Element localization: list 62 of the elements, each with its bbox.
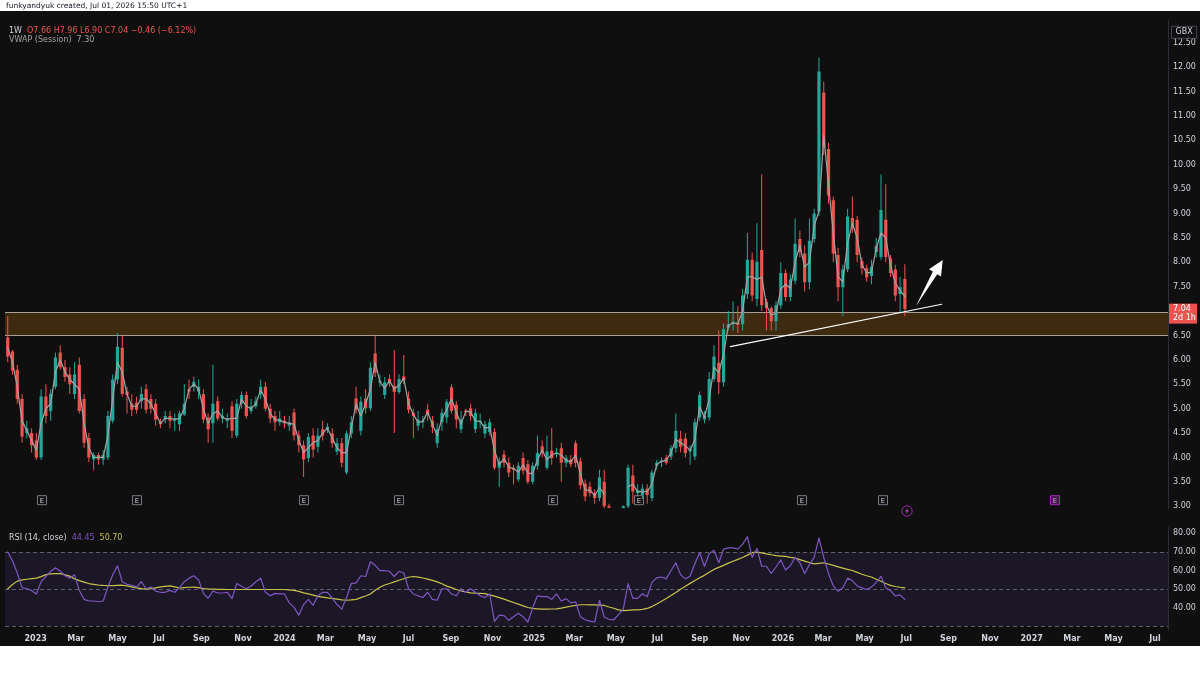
y-tick-label: 50.00 [1173, 584, 1196, 594]
y-tick-label: 11.00 [1173, 111, 1196, 121]
x-tick-label: Mar [814, 633, 832, 643]
y-tick-label: 11.50 [1173, 86, 1196, 96]
x-tick-label: May [1104, 633, 1124, 643]
y-tick-label: 80.00 [1173, 528, 1196, 538]
x-tick-label: Sep [442, 633, 460, 643]
y-tick-label: 12.00 [1173, 62, 1196, 72]
x-tick-label: May [606, 633, 626, 643]
x-tick-label: 2026 [771, 633, 795, 643]
x-tick-label: 2027 [1020, 633, 1043, 643]
x-tick-label: 2025 [522, 633, 546, 643]
x-tick-label: 2023 [24, 633, 47, 643]
annotation: 44.45 [71, 532, 95, 542]
x-tick-label: May [357, 633, 377, 643]
x-tick-label: Jul [1148, 633, 1162, 643]
x-tick-label: Jul [401, 633, 415, 643]
y-tick-label: 9.00 [1173, 208, 1191, 218]
x-tick-label: May [855, 633, 875, 643]
y-tick-label: 3.00 [1173, 501, 1191, 511]
y-tick-label: 4.50 [1173, 428, 1191, 438]
x-tick-label: May [108, 633, 128, 643]
y-tick-label: 40.00 [1173, 602, 1196, 612]
x-tick-label: 2024 [273, 633, 297, 643]
y-tick-label: 4.00 [1173, 452, 1191, 462]
text: 1W [9, 25, 23, 35]
y-tick-label: 7.50 [1173, 281, 1191, 291]
y-tick-label: 5.00 [1173, 403, 1191, 413]
annotation: 50.70 [99, 532, 123, 542]
text: RSI (14, close) [9, 532, 67, 542]
y-tick-label: 3.50 [1173, 476, 1191, 486]
x-tick-label: Sep [192, 633, 211, 643]
y-tick-label: 5.50 [1173, 379, 1191, 389]
x-tick-label: Mar [1063, 633, 1081, 643]
x-tick-label: Mar [67, 633, 85, 643]
y-tick-label: 10.50 [1173, 135, 1196, 145]
x-tick-label: Mar [565, 633, 583, 643]
y-tick-label: 10.00 [1173, 159, 1196, 169]
x-tick-label: Nov [981, 633, 1000, 643]
y-tick-label: 12.50 [1173, 37, 1196, 47]
y-tick-label: 60.00 [1173, 565, 1196, 575]
y-tick-label: 6.50 [1173, 330, 1191, 340]
x-tick-label: Sep [691, 633, 709, 643]
text: 2d 1h [1173, 313, 1196, 323]
text: VWAP (Session) [9, 34, 72, 44]
y-tick-label: 9.50 [1173, 184, 1191, 194]
x-tick-label: Mar [316, 633, 335, 643]
y-tick-label: 8.00 [1173, 257, 1191, 267]
x-tick-label: Jul [152, 633, 166, 643]
x-tick-label: Jul [899, 633, 913, 643]
annotation: O7.66 H7.96 L6.90 C7.04 −0.46 (−6.12%) [27, 25, 197, 35]
y-tick-label: 6.00 [1173, 354, 1191, 364]
y-tick-label: 8.50 [1173, 232, 1191, 242]
x-tick-label: Sep [940, 633, 958, 643]
text: 7.04 [1173, 304, 1191, 314]
annotation: 7.30 [76, 34, 95, 44]
y-axis-title: GBX [1175, 27, 1194, 37]
x-tick-label: Nov [234, 633, 253, 643]
x-tick-label: Nov [732, 633, 751, 643]
y-tick-label: 70.00 [1173, 547, 1196, 557]
x-tick-label: Nov [483, 633, 502, 643]
x-tick-label: Jul [650, 633, 664, 643]
